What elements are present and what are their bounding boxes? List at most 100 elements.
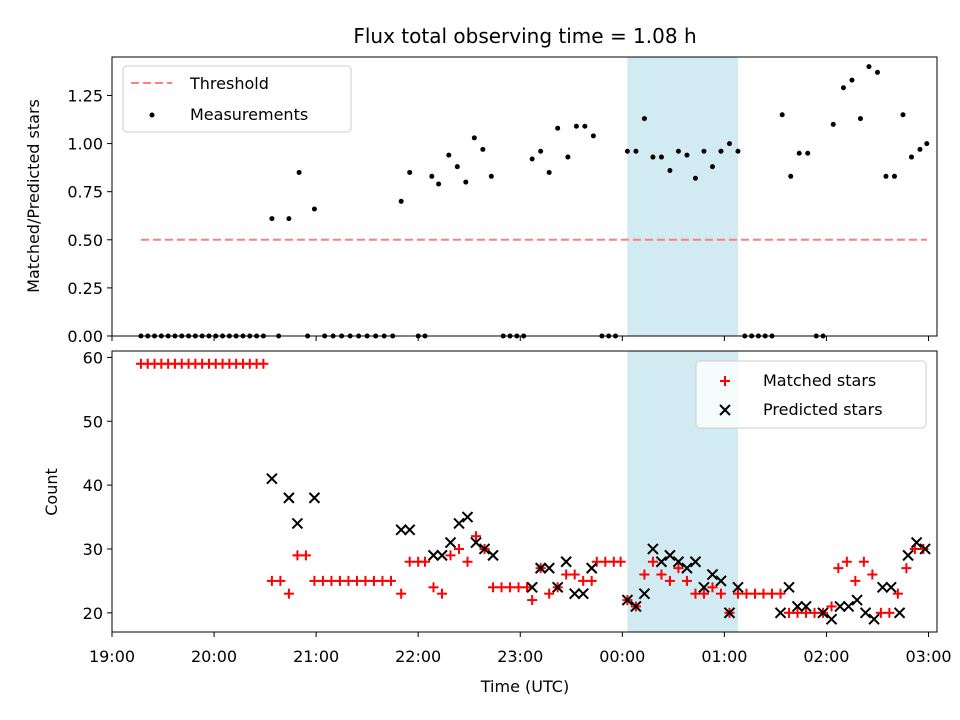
bottom-legend-box	[695, 360, 927, 429]
predicted-star-marker	[478, 543, 491, 555]
predicted-star-marker	[577, 587, 589, 600]
measurement-point	[718, 148, 724, 154]
matched-star-marker	[462, 556, 473, 567]
matched-star-marker	[884, 607, 895, 618]
predicted-star-marker	[800, 600, 812, 613]
predicted-star-marker	[395, 524, 407, 536]
bottom-y-axis-label: Count	[42, 468, 61, 516]
measurement-point	[709, 164, 715, 170]
matched-star-marker	[681, 575, 692, 586]
predicted-star-marker	[842, 600, 855, 613]
predicted-star-marker	[487, 549, 499, 562]
measurement-point	[454, 164, 460, 170]
measurement-point	[667, 168, 673, 174]
bottom-axes-frame	[111, 350, 938, 633]
measurement-point	[529, 156, 535, 162]
predicted-star-marker	[655, 556, 668, 568]
predicted-star-marker	[470, 536, 482, 549]
measurement-point	[311, 206, 317, 212]
bottom-x-tick-label: 19:00	[89, 647, 135, 666]
predicted-star-marker	[817, 607, 829, 619]
measurement-point	[471, 135, 477, 141]
predicted-star-marker	[427, 549, 440, 562]
legend-predicted-label: Predicted stars	[763, 400, 883, 419]
predicted-star-marker	[791, 600, 804, 613]
bottom-x-tick-label: 02:00	[803, 647, 849, 666]
measurement-point	[398, 198, 404, 204]
matched-star-marker	[368, 575, 379, 586]
measurement-point	[573, 123, 579, 129]
matched-star-marker	[591, 556, 602, 567]
measurement-point	[555, 125, 561, 131]
measurement-point	[805, 150, 811, 156]
predicted-star-marker	[453, 517, 465, 530]
top-span-rect	[627, 57, 738, 336]
bottom-y-tick-label: 60	[83, 348, 103, 367]
measurement-point	[675, 148, 681, 154]
predicted-star-marker	[266, 473, 278, 485]
matched-star-marker	[385, 575, 396, 586]
predicted-star-marker	[560, 556, 572, 568]
measurement-point	[796, 150, 802, 156]
predicted-star-marker	[893, 607, 906, 619]
matched-star-marker	[833, 563, 844, 574]
measurement-point	[658, 154, 664, 160]
matched-star-marker	[698, 588, 709, 599]
top-legend: Threshold Measurements	[122, 65, 352, 133]
bottom-x-axis-label: Time (UTC)	[480, 677, 569, 696]
predicted-star-marker	[706, 568, 719, 581]
predicted-star-marker	[876, 581, 889, 594]
predicted-star-marker	[568, 587, 581, 600]
predicted-star-marker	[825, 613, 838, 625]
measurement-point	[917, 146, 923, 152]
matched-star-marker	[767, 588, 777, 599]
top-y-tick-label: 0.00	[67, 327, 103, 346]
measurement-point	[446, 152, 452, 158]
matched-star-marker	[428, 582, 439, 593]
matched-star-marker	[505, 582, 516, 593]
bottom-x-tick-label: 03:00	[905, 647, 951, 666]
predicted-star-marker	[859, 607, 872, 619]
matched-star-marker	[647, 556, 658, 567]
matched-star-marker	[351, 575, 362, 586]
predicted-star-marker	[551, 581, 564, 594]
top-highlight-span	[627, 57, 738, 336]
bottom-plot-area	[135, 358, 931, 625]
measurement-point	[436, 181, 442, 187]
matched-star-marker	[283, 588, 294, 599]
matched-star-marker	[690, 588, 701, 599]
matched-star-marker	[513, 582, 524, 593]
matched-star-marker	[850, 575, 861, 586]
measurement-point	[924, 141, 930, 147]
bottom-legend: Matched stars Predicted stars	[695, 360, 927, 429]
predicted-star-marker	[715, 575, 727, 587]
matched-star-marker	[758, 588, 769, 599]
predicted-star-marker	[647, 543, 659, 555]
matched-star-marker	[707, 582, 718, 593]
bottom-y-ticks: 20 30 40 50 60	[83, 348, 112, 623]
top-y-tick-label: 0.25	[67, 279, 103, 298]
predicted-star-marker	[444, 536, 457, 549]
predicted-star-marker	[585, 562, 598, 574]
measurement-point	[269, 216, 275, 222]
predicted-star-marker	[851, 594, 863, 606]
legend-matched-swatch	[720, 376, 730, 386]
matched-star-marker	[561, 569, 572, 580]
matched-star-marker	[275, 575, 286, 586]
matched-star-marker	[841, 556, 852, 567]
matched-star-marker	[317, 575, 328, 586]
matched-star-marker	[741, 588, 752, 599]
predicted-star-marker	[910, 536, 923, 549]
predicted-star-marker	[621, 594, 634, 606]
measurement-point	[582, 123, 588, 129]
matched-star-marker	[826, 601, 837, 612]
matched-star-marker	[404, 556, 415, 567]
bottom-x-tick-label: 01:00	[701, 647, 747, 666]
predicted-star-marker	[774, 607, 787, 619]
matched-star-marker	[732, 588, 743, 599]
predicted-star-marker	[543, 562, 555, 574]
predicted-star-marker	[436, 549, 448, 562]
top-axes-frame	[111, 56, 938, 337]
measurement-point	[726, 141, 732, 147]
top-x-ticks	[111, 336, 929, 341]
